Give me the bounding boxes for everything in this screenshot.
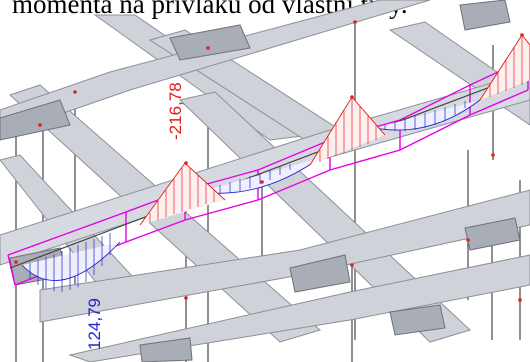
- negative-moment-diagram: [139, 34, 530, 226]
- positive-moment-label: 124,79: [85, 298, 104, 350]
- node-markers: [14, 20, 524, 302]
- negative-moment-label: -216,78: [166, 82, 185, 140]
- caption-text: momenta na přívlaku od vlastní tíhy.: [12, 0, 408, 19]
- positive-moment-diagram: [21, 99, 481, 292]
